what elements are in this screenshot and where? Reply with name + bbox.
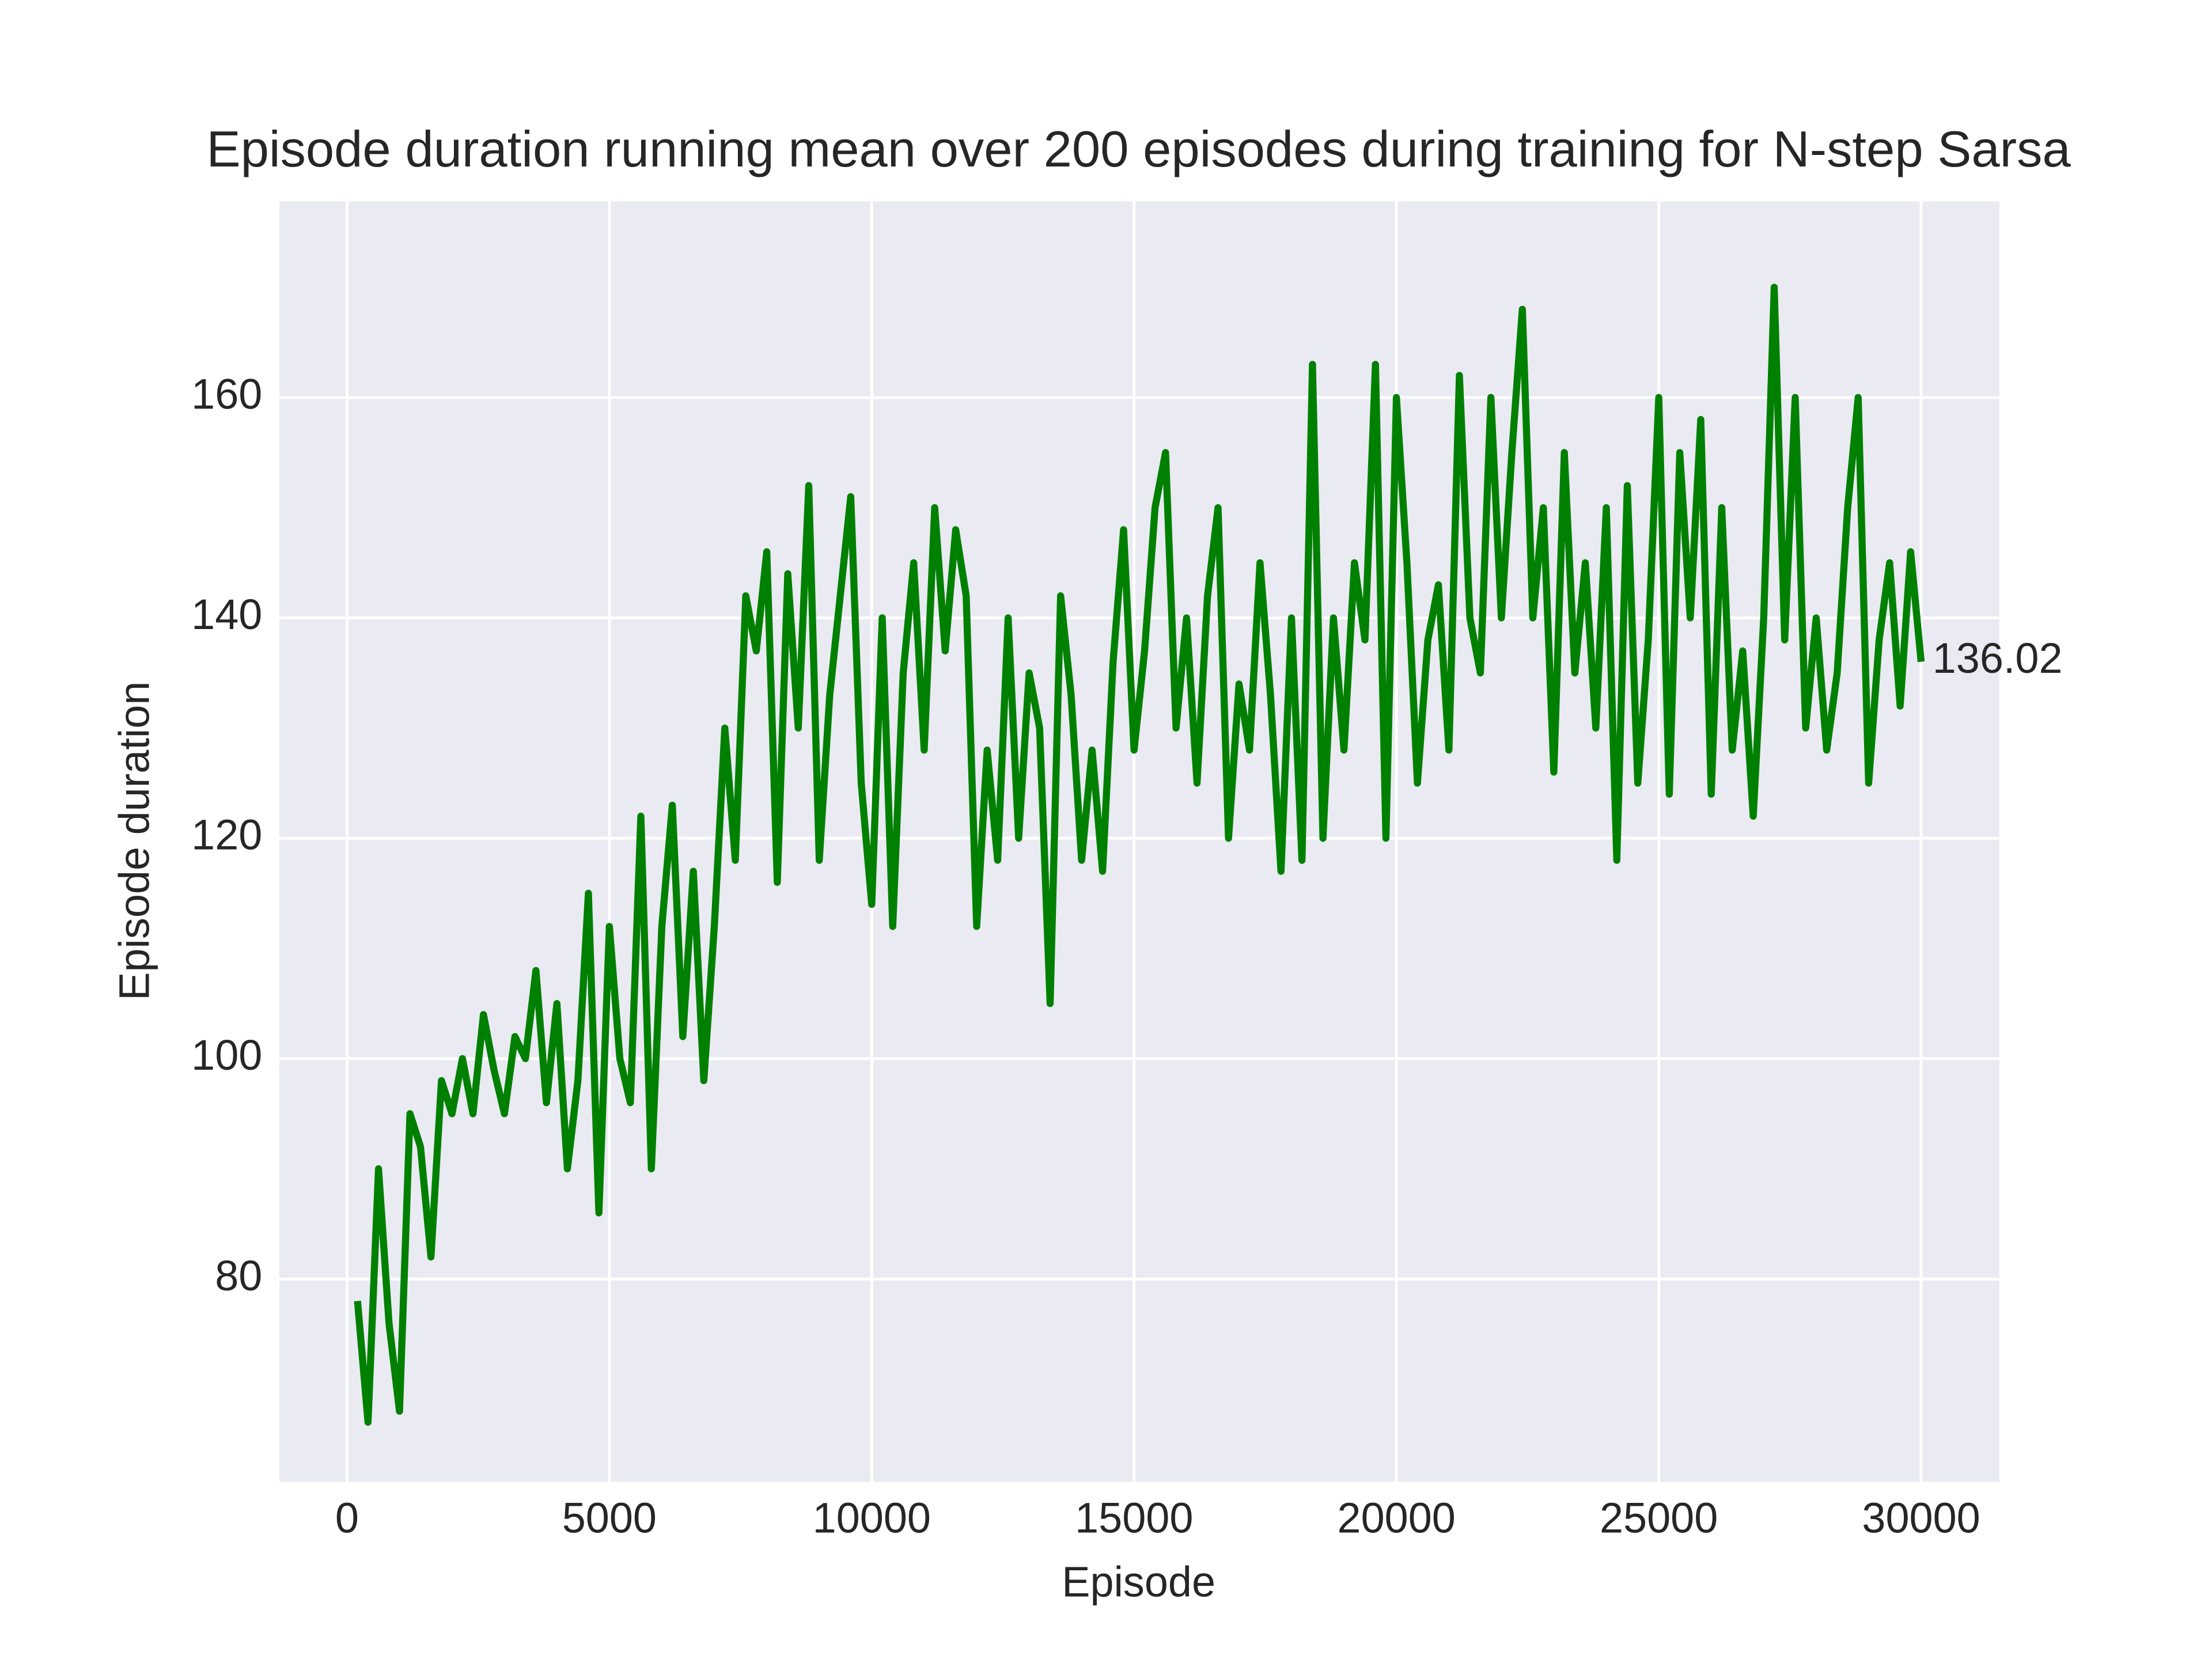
x-tick-label: 20000 bbox=[1338, 1494, 1456, 1542]
y-tick-label: 80 bbox=[215, 1252, 262, 1300]
y-tick-label: 100 bbox=[191, 1031, 262, 1079]
plot-area bbox=[279, 201, 1999, 1482]
x-axis-label: Episode bbox=[1062, 1558, 1215, 1605]
y-tick-label: 140 bbox=[191, 590, 262, 638]
y-tick-label: 120 bbox=[191, 811, 262, 859]
y-axis-label: Episode duration bbox=[110, 681, 158, 1001]
y-tick-label: 160 bbox=[191, 370, 262, 418]
chart-title: Episode duration running mean over 200 e… bbox=[207, 120, 2071, 177]
x-tick-label: 10000 bbox=[813, 1494, 931, 1542]
x-tick-label: 15000 bbox=[1075, 1494, 1193, 1542]
end-annotation: 136.02 bbox=[1933, 634, 2063, 682]
x-tick-label: 0 bbox=[335, 1494, 359, 1542]
x-tick-label: 5000 bbox=[562, 1494, 657, 1542]
x-tick-label: 30000 bbox=[1862, 1494, 1980, 1542]
data-line bbox=[354, 283, 1925, 1426]
x-tick-label: 25000 bbox=[1600, 1494, 1718, 1542]
